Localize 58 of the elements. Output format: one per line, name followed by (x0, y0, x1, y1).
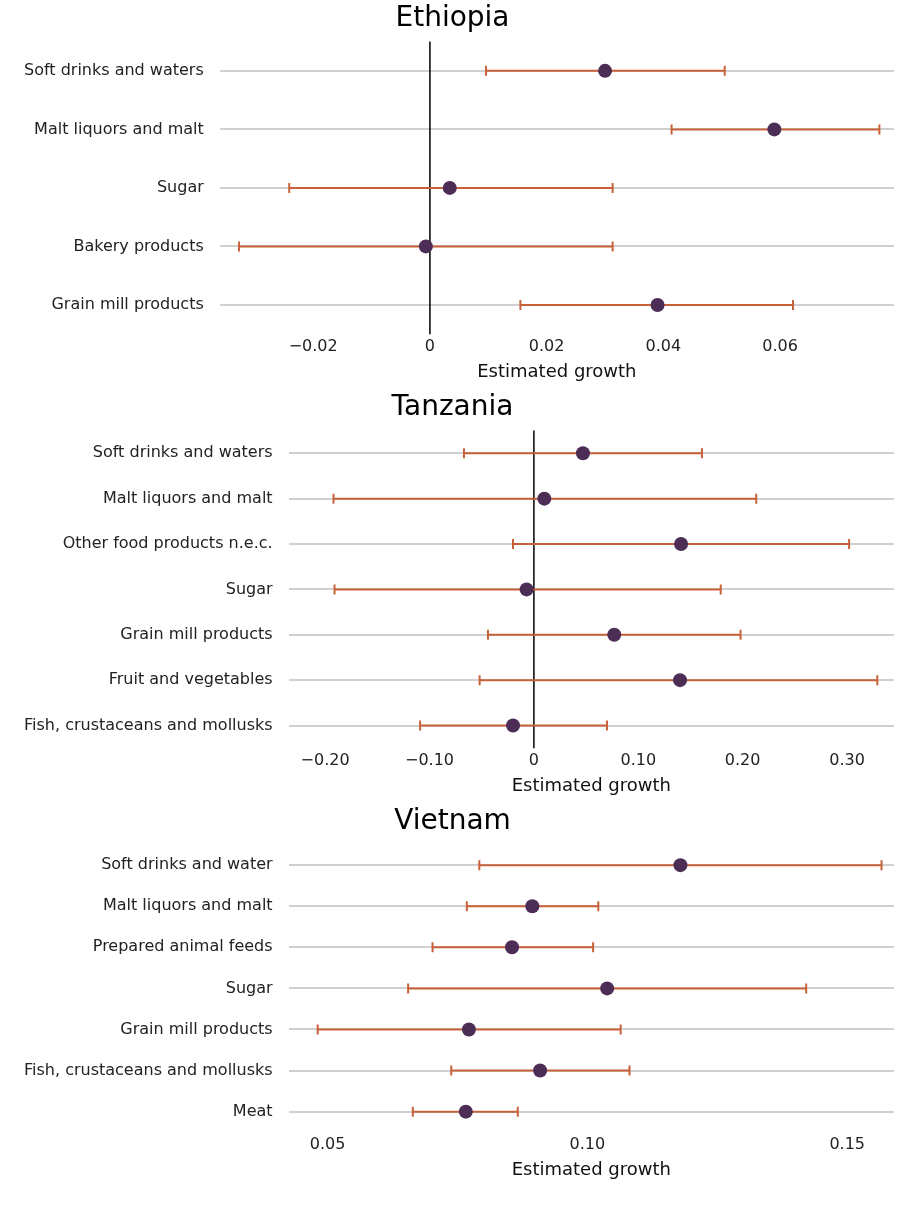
point (600, 981, 615, 996)
y-tick-label: Grain mill products (51, 294, 204, 314)
point (767, 122, 782, 137)
y-tick-label: Sugar (156, 177, 205, 197)
x-tick-label: −0.02 (288, 335, 338, 355)
point (418, 239, 433, 254)
x-axis-title: Estimated growth (511, 773, 671, 795)
y-tick-label: Soft drinks and waters (92, 442, 273, 462)
x-tick-label: −0.10 (405, 749, 455, 769)
y-tick-label: Fruit and vegetables (108, 669, 273, 689)
point (505, 940, 520, 955)
point (650, 297, 665, 312)
point (533, 1063, 548, 1078)
x-tick-label: 0.15 (829, 1133, 866, 1153)
x-tick-label: 0.10 (620, 749, 657, 769)
x-tick-label: 0.06 (762, 335, 798, 355)
chart-title: Vietnam (394, 803, 511, 837)
point (674, 537, 689, 552)
y-tick-label: Prepared animal feeds (92, 936, 273, 956)
y-tick-label: Other food products n.e.c. (62, 533, 273, 553)
y-tick-label: Grain mill products (120, 623, 273, 643)
y-tick-label: Bakery products (73, 235, 204, 255)
y-tick-label: Soft drinks and water (101, 854, 274, 874)
point (673, 673, 688, 688)
point (673, 858, 688, 873)
point (461, 1022, 476, 1037)
x-tick-label: 0.02 (528, 335, 565, 355)
point (506, 718, 521, 733)
x-tick-label: 0.05 (309, 1133, 346, 1153)
x-axis-title: Estimated growth (511, 1157, 671, 1179)
point (519, 582, 534, 597)
x-tick-label: 0.04 (645, 335, 682, 355)
point (458, 1104, 473, 1119)
point (537, 491, 552, 506)
y-tick-label: Malt liquors and malt (102, 895, 273, 915)
y-tick-label: Malt liquors and malt (34, 118, 204, 138)
x-tick-label: 0 (424, 335, 436, 355)
chart-title: Ethiopia (395, 0, 510, 34)
point (598, 63, 613, 78)
point (442, 180, 457, 195)
y-tick-label: Grain mill products (120, 1018, 273, 1038)
point (607, 627, 622, 642)
x-tick-label: 0.20 (724, 749, 761, 769)
x-tick-label: 0.30 (829, 749, 865, 769)
y-tick-label: Fish, crustaceans and mollusks (23, 714, 273, 734)
y-tick-label: Fish, crustaceans and mollusks (23, 1059, 273, 1079)
y-tick-label: Sugar (225, 977, 274, 997)
point (575, 446, 590, 461)
x-tick-label: −0.20 (300, 749, 350, 769)
x-axis-title: Estimated growth (477, 359, 637, 381)
point (525, 899, 540, 914)
y-tick-label: Sugar (225, 578, 274, 598)
x-tick-label: 0 (528, 749, 539, 769)
y-tick-label: Malt liquors and malt (102, 487, 273, 507)
y-tick-label: Soft drinks and waters (23, 60, 204, 80)
chart-title: Tanzania (390, 389, 514, 423)
y-tick-label: Meat (232, 1100, 273, 1120)
x-tick-label: 0.10 (569, 1133, 606, 1153)
